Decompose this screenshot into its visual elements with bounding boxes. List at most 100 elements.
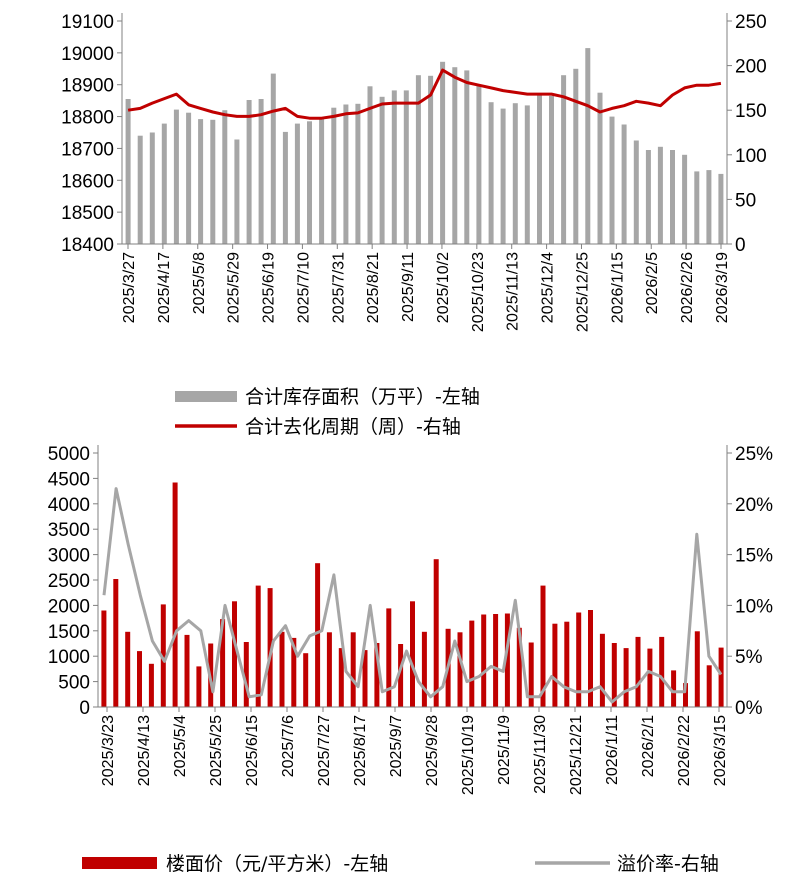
inventory-x-tick-label: 2025/10/23 [470,252,487,332]
inventory-bar [452,67,458,244]
land-price-x-tick-label: 2026/2/22 [676,715,693,786]
land-price-bar [611,643,617,707]
land-price-x-tick-label: 2025/6/15 [244,715,261,786]
land-price-x-tick-label: 2025/4/13 [136,715,153,786]
land-price-bar [457,632,463,707]
inventory-bar [670,150,675,244]
inventory-right-tick-label: 50 [735,190,756,211]
inventory-bar [125,99,131,244]
inventory-x-tick-label: 2025/5/8 [191,252,208,314]
inventory-bar [428,75,434,244]
land-price-bar [599,633,605,707]
land-price-right-tick-label: 0% [735,698,763,719]
inventory-bar [379,96,385,244]
inventory-bar [137,135,143,244]
land-price-bar [540,585,546,707]
inventory-x-tick-label: 2026/2/5 [644,252,661,314]
land-price-bar [148,663,154,707]
inventory-bar [645,150,651,244]
inventory-bar [319,118,325,244]
inventory-bar [234,139,240,244]
land-price-bar [232,601,237,707]
inventory-left-tick-label: 19100 [61,12,114,33]
inventory-x-tick-label: 2026/3/19 [714,252,731,323]
land-price-bar [516,627,522,707]
land-price-bar [196,666,202,707]
land-price-bar [588,610,593,707]
land-price-bar [279,631,285,707]
inventory-bar [537,94,542,244]
inventory-bar [694,171,700,244]
inventory-x-tick-label: 2025/6/19 [261,252,278,323]
land-price-bar [564,621,570,707]
inventory-bar [415,75,421,244]
land-price-x-tick-label: 2025/5/4 [172,715,189,777]
land-price-left-tick-label: 2000 [48,596,90,617]
land-price-bar [493,614,499,707]
inventory-bar [343,104,349,244]
land-price-left-tick-label: 0 [79,698,90,719]
inventory-bar [609,116,615,244]
land-price-bar [386,608,392,707]
inventory-x-tick-label: 2025/12/4 [540,252,557,323]
inventory-bar [585,48,591,244]
land-price-bar [326,632,332,707]
land-price-bar [694,631,700,707]
inventory-x-tick-label: 2025/4/17 [156,252,173,323]
land-price-left-tick-label: 2500 [48,571,90,592]
land-price-bar [125,631,131,707]
inventory-bar [198,119,204,244]
land-price-bar [243,642,249,707]
land-price-bar [172,482,178,707]
inventory-bar [391,90,397,245]
inventory-bar [294,123,300,244]
land-price-bar [398,644,404,707]
inventory-bar [258,99,264,244]
land-price-bar [184,634,190,707]
inventory-bar [222,110,228,244]
inventory-x-tick-label: 2025/7/10 [295,252,312,323]
land-price-x-tick-label: 2025/3/23 [100,715,117,786]
land-price-bar [433,559,439,707]
land-price-x-tick-label: 2026/2/1 [640,715,657,777]
legend-cycle-label: 合计去化周期（周）-右轴 [245,416,461,438]
land-price-left-tick-label: 3000 [48,546,90,567]
land-price-bar [267,588,273,707]
inventory-x-tick-label: 2025/8/21 [365,252,382,323]
land-price-left-tick-label: 1000 [48,647,90,668]
inventory-bar [403,90,409,245]
inventory-line [127,68,722,120]
land-price-bar [469,620,475,707]
land-price-x-tick-label: 2025/9/28 [424,715,441,786]
inventory-left-tick-label: 18600 [61,171,114,192]
land-price-bar [481,614,487,707]
inventory-bar [524,105,530,245]
legend-floor-price-label: 楼面价（元/平方米）-左轴 [166,853,388,875]
inventory-bar [270,73,276,244]
land-price-bar [706,665,712,707]
land-price-x-tick-label: 2025/9/7 [388,715,405,777]
land-price-left-tick-label: 3500 [48,520,90,541]
inventory-left-tick-label: 18900 [61,76,114,97]
land-price-line [102,487,723,704]
inventory-bar [282,131,288,244]
inventory-bar [573,68,579,244]
land-price-left-tick-label: 4000 [48,495,90,516]
land-price-bar [291,637,297,707]
land-price-chart: 0 500 1000 1500 2000 2500 3000 3500 4000 4500 5000… [48,444,773,795]
land-price-bar [101,610,107,707]
land-price-bar [160,604,166,707]
land-price-bar [552,623,558,707]
land-price-x-tick-label: 2025/7/6 [280,715,297,777]
legend-inventory-bar-swatch [175,391,237,402]
legend-floor-price-bar-swatch [82,857,157,869]
land-price-bar [528,642,534,707]
inventory-x-tick-label: 2026/1/15 [609,252,626,323]
land-price-bar [576,612,582,707]
land-price-left-tick-label: 5000 [48,444,90,465]
land-price-x-tick-label: 2025/11/30 [532,715,549,794]
inventory-bar [718,173,724,244]
inventory-bar [210,119,216,244]
inventory-bar [161,123,167,244]
